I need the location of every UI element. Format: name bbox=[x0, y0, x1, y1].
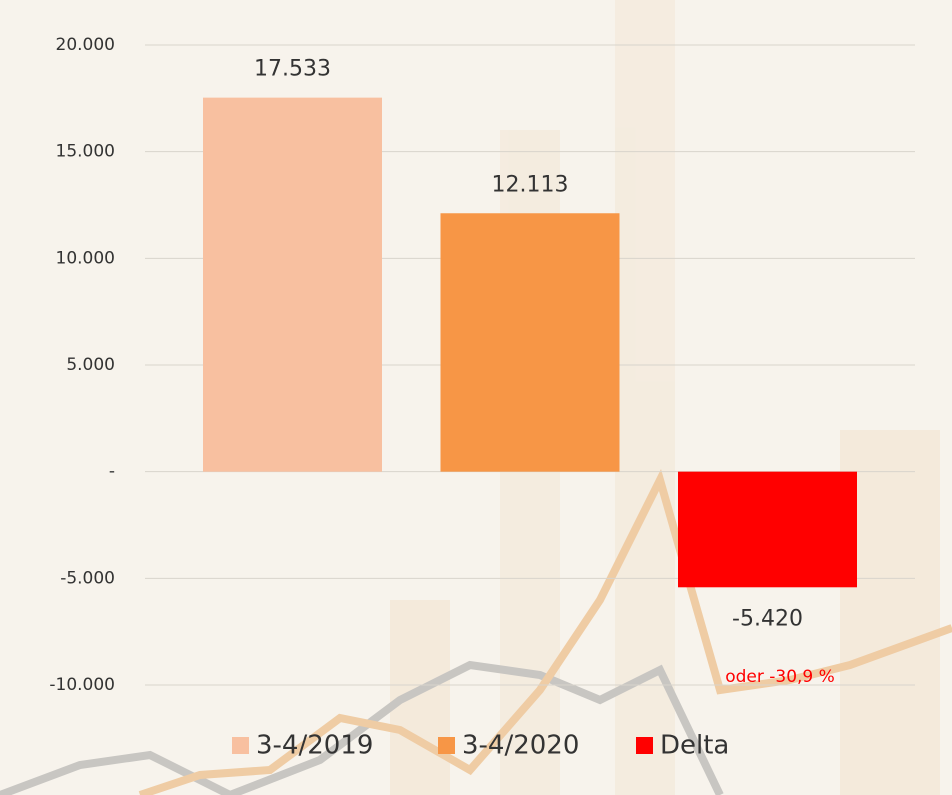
decor-line bbox=[138, 469, 952, 795]
y-tick-label: 20.000 bbox=[56, 35, 115, 55]
legend-label: 3-4/2019 bbox=[256, 731, 373, 761]
bar bbox=[440, 213, 620, 472]
y-tick-label: -10.000 bbox=[49, 675, 115, 695]
y-tick-label: 10.000 bbox=[56, 248, 115, 268]
legend-swatch bbox=[438, 737, 455, 754]
data-label: -5.420 bbox=[732, 606, 803, 631]
y-tick-label: -5.000 bbox=[60, 568, 115, 588]
data-label: 12.113 bbox=[492, 172, 569, 197]
legend-swatch bbox=[232, 737, 249, 754]
data-label: 17.533 bbox=[254, 57, 331, 82]
decor-line bbox=[0, 660, 724, 795]
legend-label: 3-4/2020 bbox=[462, 731, 579, 761]
y-tick-label: 5.000 bbox=[66, 355, 115, 375]
decor-bar bbox=[615, 0, 675, 795]
legend-swatch bbox=[636, 737, 653, 754]
legend-label: Delta bbox=[660, 731, 729, 761]
bar bbox=[678, 471, 857, 588]
y-tick-label: 15.000 bbox=[56, 142, 115, 162]
annotation: oder -30,9 % bbox=[725, 667, 835, 687]
y-tick-label: - bbox=[109, 462, 115, 482]
bar bbox=[203, 97, 382, 472]
